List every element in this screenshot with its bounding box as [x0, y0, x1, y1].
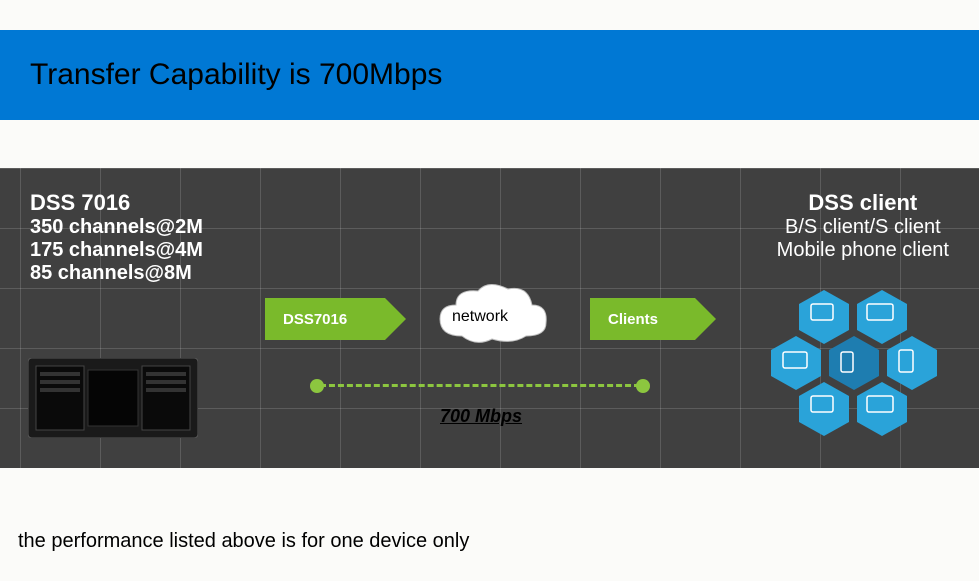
right-spec-block: DSS client B/S client/S client Mobile ph…	[777, 190, 949, 262]
left-spec-line: 85 channels@8M	[30, 262, 203, 285]
right-spec-line: Mobile phone client	[777, 239, 949, 262]
page-title: Transfer Capability is 700Mbps	[30, 58, 442, 92]
diagram-band: DSS 7016 350 channels@2M 175 channels@4M…	[0, 168, 979, 468]
flow-node-network-label: network	[452, 308, 508, 326]
title-bar: Transfer Capability is 700Mbps	[0, 30, 979, 120]
flow-node-dss: DSS7016	[265, 298, 385, 340]
throughput-label: 700 Mbps	[440, 406, 522, 427]
footer-note: the performance listed above is for one …	[18, 530, 469, 553]
left-heading: DSS 7016	[30, 190, 203, 216]
server-device-icon	[28, 358, 198, 438]
left-spec-line: 350 channels@2M	[30, 216, 203, 239]
right-spec-line: B/S client/S client	[777, 216, 949, 239]
flow-node-clients-label: Clients	[608, 311, 658, 328]
flow-node-clients: Clients	[590, 298, 695, 340]
left-spec-block: DSS 7016 350 channels@2M 175 channels@4M…	[30, 190, 203, 285]
flow-node-dss-label: DSS7016	[283, 311, 347, 328]
left-spec-line: 175 channels@4M	[30, 239, 203, 262]
right-heading: DSS client	[777, 190, 949, 216]
throughput-trace	[320, 384, 640, 387]
client-hex-cluster-icon	[763, 288, 943, 443]
